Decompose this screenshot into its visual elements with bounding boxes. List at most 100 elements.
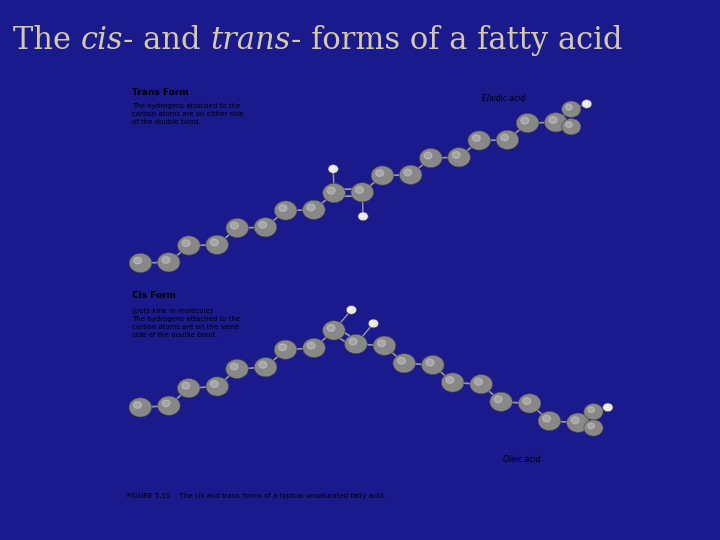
- Circle shape: [468, 131, 490, 150]
- Circle shape: [397, 357, 405, 364]
- Circle shape: [400, 165, 422, 185]
- Circle shape: [470, 375, 492, 394]
- Circle shape: [603, 403, 613, 412]
- Circle shape: [562, 119, 581, 135]
- Circle shape: [584, 102, 588, 104]
- Text: cis: cis: [81, 25, 123, 56]
- Circle shape: [279, 205, 287, 212]
- Circle shape: [588, 407, 595, 413]
- Text: - forms of a fatty acid: - forms of a fatty acid: [291, 25, 622, 56]
- Circle shape: [496, 130, 519, 150]
- Circle shape: [518, 394, 541, 413]
- Circle shape: [376, 170, 384, 177]
- Text: Trans Form: Trans Form: [132, 87, 189, 97]
- Circle shape: [206, 377, 228, 396]
- Circle shape: [349, 338, 357, 345]
- Circle shape: [441, 373, 464, 392]
- Circle shape: [226, 218, 248, 238]
- Circle shape: [500, 134, 508, 141]
- Text: Cis Form: Cis Form: [132, 291, 176, 300]
- Circle shape: [424, 152, 432, 159]
- Circle shape: [158, 253, 180, 272]
- Circle shape: [538, 411, 561, 430]
- Circle shape: [178, 236, 200, 255]
- Circle shape: [588, 423, 595, 429]
- Circle shape: [582, 99, 592, 109]
- Circle shape: [544, 113, 567, 132]
- Circle shape: [494, 396, 502, 403]
- Circle shape: [474, 379, 482, 385]
- Text: - and: - and: [123, 25, 210, 56]
- Text: The: The: [13, 25, 81, 56]
- Circle shape: [206, 235, 228, 254]
- Circle shape: [129, 253, 152, 273]
- Text: Oleic acid: Oleic acid: [503, 455, 540, 464]
- Circle shape: [420, 148, 442, 167]
- Circle shape: [254, 218, 276, 237]
- Circle shape: [274, 201, 297, 220]
- Circle shape: [230, 363, 238, 370]
- Circle shape: [177, 379, 200, 398]
- Circle shape: [404, 169, 412, 176]
- Circle shape: [230, 222, 238, 229]
- Circle shape: [584, 420, 603, 436]
- Circle shape: [162, 256, 170, 264]
- Circle shape: [302, 339, 325, 357]
- Circle shape: [210, 381, 218, 387]
- Circle shape: [369, 319, 379, 328]
- Circle shape: [421, 355, 444, 375]
- Circle shape: [323, 321, 345, 340]
- Circle shape: [426, 359, 434, 366]
- Circle shape: [452, 152, 460, 158]
- Circle shape: [307, 204, 315, 211]
- Circle shape: [182, 382, 190, 389]
- Circle shape: [302, 200, 325, 219]
- Circle shape: [567, 413, 590, 433]
- Circle shape: [327, 325, 335, 332]
- Circle shape: [370, 321, 374, 324]
- Circle shape: [584, 403, 603, 420]
- Circle shape: [472, 135, 480, 141]
- Circle shape: [182, 240, 190, 246]
- Circle shape: [226, 359, 248, 379]
- Circle shape: [378, 340, 386, 347]
- Circle shape: [490, 392, 513, 411]
- Circle shape: [356, 186, 364, 193]
- Circle shape: [307, 342, 315, 349]
- Circle shape: [358, 212, 368, 221]
- Text: The hydrogens attached to the
carbon atoms are on either side
of the double bond: The hydrogens attached to the carbon ato…: [132, 103, 244, 125]
- Circle shape: [345, 334, 367, 354]
- Circle shape: [134, 257, 142, 264]
- Circle shape: [571, 417, 579, 424]
- Circle shape: [259, 361, 267, 368]
- Circle shape: [279, 344, 287, 350]
- Circle shape: [373, 336, 396, 355]
- Circle shape: [129, 398, 152, 417]
- Circle shape: [162, 400, 170, 407]
- Text: FIGURE 5.10    The cis and trans forms of a typical unsaturated fatty acid.: FIGURE 5.10 The cis and trans forms of a…: [127, 493, 386, 499]
- Circle shape: [605, 405, 608, 408]
- Circle shape: [446, 377, 454, 383]
- Circle shape: [521, 117, 528, 124]
- Circle shape: [258, 221, 266, 228]
- Circle shape: [158, 396, 180, 415]
- Circle shape: [323, 184, 346, 202]
- Text: (puts kink in molecule)
The hydrogens attached to the
carbon atoms are on the sa: (puts kink in molecule) The hydrogens at…: [132, 307, 240, 338]
- Circle shape: [393, 354, 415, 373]
- Circle shape: [516, 113, 539, 133]
- Circle shape: [543, 415, 551, 422]
- Circle shape: [274, 340, 297, 359]
- Circle shape: [562, 101, 581, 117]
- Circle shape: [330, 166, 334, 170]
- Circle shape: [346, 306, 356, 314]
- Circle shape: [371, 166, 394, 185]
- Circle shape: [448, 148, 470, 167]
- Circle shape: [565, 104, 572, 110]
- Circle shape: [523, 397, 531, 404]
- Circle shape: [348, 307, 352, 310]
- Text: trans: trans: [210, 25, 291, 56]
- Circle shape: [549, 117, 557, 123]
- Circle shape: [133, 402, 141, 408]
- Circle shape: [254, 357, 277, 377]
- Circle shape: [351, 183, 374, 202]
